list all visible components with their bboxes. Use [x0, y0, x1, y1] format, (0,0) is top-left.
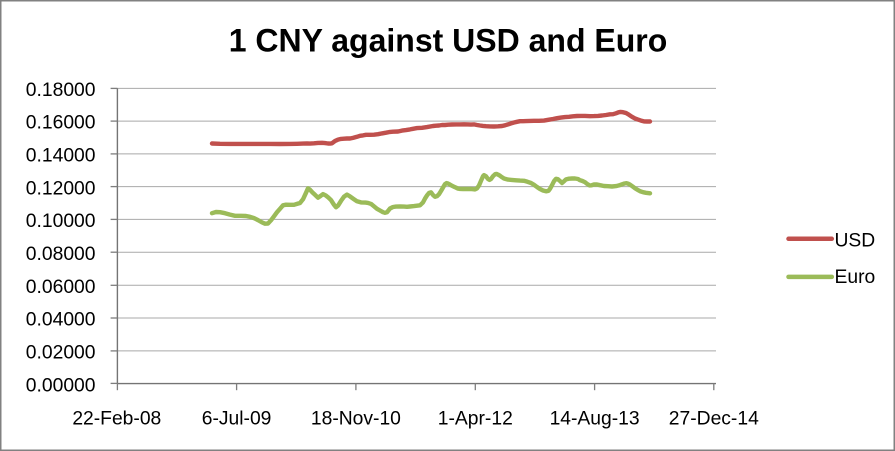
svg-text:0.12000: 0.12000 — [26, 178, 96, 199]
svg-text:0.06000: 0.06000 — [26, 277, 96, 298]
svg-text:0.14000: 0.14000 — [26, 146, 96, 167]
svg-text:0.02000: 0.02000 — [26, 343, 96, 364]
svg-text:0.04000: 0.04000 — [26, 310, 96, 331]
svg-text:USD: USD — [835, 230, 876, 251]
svg-text:1 CNY against USD and Euro: 1 CNY against USD and Euro — [229, 22, 668, 58]
svg-text:22-Feb-08: 22-Feb-08 — [72, 408, 161, 429]
svg-text:27-Dec-14: 27-Dec-14 — [669, 408, 759, 429]
svg-text:6-Jul-09: 6-Jul-09 — [202, 408, 272, 429]
svg-text:18-Nov-10: 18-Nov-10 — [311, 408, 401, 429]
svg-text:0.00000: 0.00000 — [26, 375, 96, 396]
svg-text:14-Aug-13: 14-Aug-13 — [550, 408, 640, 429]
svg-text:0.18000: 0.18000 — [26, 80, 96, 101]
svg-text:0.10000: 0.10000 — [26, 211, 96, 232]
svg-text:Euro: Euro — [835, 267, 876, 288]
svg-text:0.08000: 0.08000 — [26, 244, 96, 265]
svg-text:0.16000: 0.16000 — [26, 113, 96, 134]
svg-text:1-Apr-12: 1-Apr-12 — [438, 408, 513, 429]
